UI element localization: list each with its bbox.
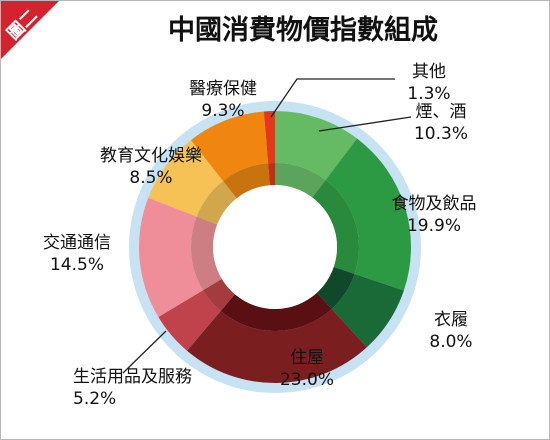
- chart-title: 中國消費物價指數組成: [168, 14, 438, 46]
- figure-badge: [1, 1, 59, 59]
- slice-3-category-label: 衣履: [434, 310, 468, 330]
- slice-3: [331, 273, 404, 348]
- slice-1-category-label: 煙、酒: [416, 102, 467, 122]
- slice-1-leader-line: [318, 116, 412, 132]
- slice-8-value-label: 9.3%: [201, 101, 244, 121]
- slice-1-inner-band: [275, 163, 326, 198]
- donut-hole: [213, 185, 337, 309]
- slice-2-category-label: 食物及飲品: [392, 194, 477, 214]
- slice-2-value-label: 19.9%: [407, 216, 461, 236]
- slice-7-category-label: 教育文化娛樂: [100, 146, 202, 166]
- slice-9-category-label: 其他: [412, 62, 446, 82]
- slice-6: [138, 197, 203, 317]
- slice-5: [158, 290, 221, 351]
- slice-8: [190, 111, 269, 181]
- slice-6-value-label: 14.5%: [50, 255, 104, 275]
- slice-1-value-label: 10.3%: [414, 124, 468, 144]
- slice-5-inner-band: [202, 278, 235, 312]
- slice-6-category-label: 交通通信: [43, 233, 111, 253]
- slice-9-value-label: 1.3%: [407, 84, 450, 104]
- slice-8-category-label: 醫療保健: [189, 79, 257, 99]
- slice-7-inner-band: [196, 180, 237, 225]
- slice-9-leader-line: [270, 78, 395, 118]
- slice-4-inner-band: [220, 292, 332, 331]
- slice-4: [187, 308, 367, 383]
- slice-4-category-label: 住屋: [290, 348, 324, 368]
- slice-9-inner-band: [268, 163, 275, 186]
- slice-3-inner-band: [316, 266, 355, 309]
- slice-7: [148, 140, 224, 217]
- slice-2: [325, 138, 411, 291]
- slice-2-inner-band: [312, 179, 359, 274]
- slice-7-value-label: 8.5%: [129, 168, 172, 188]
- slice-5-category-label: 生活用品及服務: [73, 367, 192, 387]
- slice-3-value-label: 8.0%: [429, 332, 472, 352]
- slice-5-value-label: 5.2%: [73, 389, 116, 409]
- slice-4-value-label: 23.0%: [280, 370, 334, 390]
- slice-8-inner-band: [223, 163, 270, 199]
- slice-6-inner-band: [191, 216, 222, 291]
- slice-5-leader-line: [122, 330, 167, 374]
- slice-9: [263, 111, 275, 164]
